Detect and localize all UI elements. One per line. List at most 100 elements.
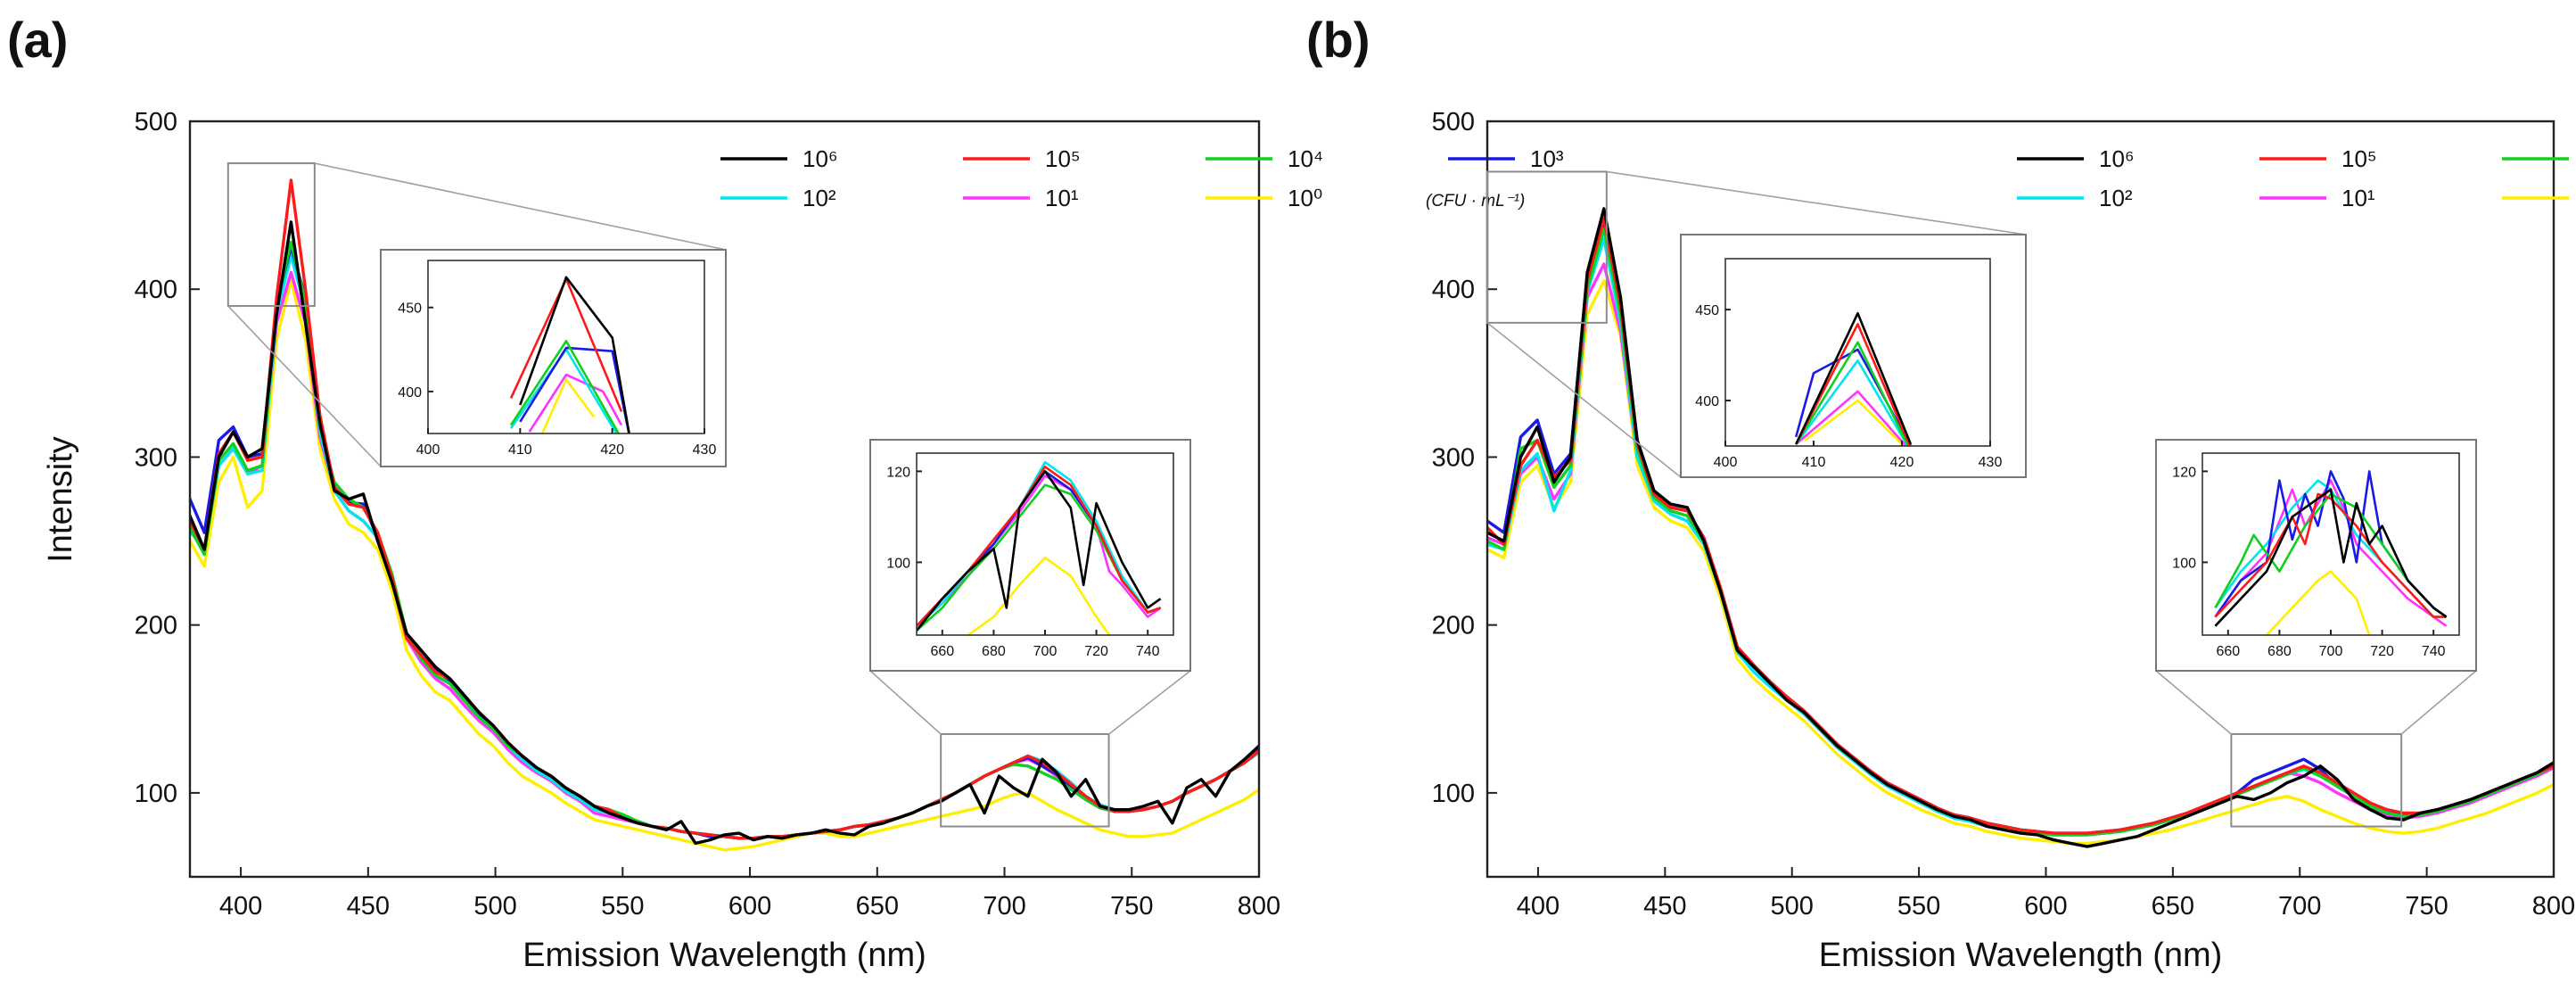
series-group [190, 178, 1259, 852]
legend-label: 10³ [1530, 145, 1564, 172]
zoom-region-box [1486, 170, 1608, 324]
x-tick-label: 450 [347, 892, 390, 921]
inset-x-tick-label: 410 [508, 442, 532, 458]
inset-x-tick-label: 430 [1979, 455, 2003, 470]
x-tick-label: 400 [1517, 892, 1560, 921]
x-tick-label: 800 [1238, 892, 1280, 921]
y-tick-label: 300 [1432, 443, 1475, 472]
inset-x-tick-label: 660 [930, 644, 954, 659]
zoom-region-box [940, 733, 1110, 828]
legend-unit: (CFU · mL⁻¹) [1426, 192, 1525, 211]
x-tick-label: 450 [1643, 892, 1686, 921]
inset-x-tick-label: 740 [1136, 644, 1160, 659]
inset-series-line [509, 340, 621, 434]
inset-series-group [917, 460, 1162, 635]
inset-axes [1724, 258, 1991, 447]
zoom-region-box [226, 162, 316, 308]
zoom-connector [869, 670, 942, 735]
x-tick-label: 400 [219, 892, 262, 921]
panel-label: (a) [7, 12, 68, 68]
inset-x-tick-label: 680 [982, 644, 1006, 659]
inset-series-line [2214, 488, 2448, 627]
inset-frame [1680, 234, 2027, 478]
inset-series-line [2214, 492, 2447, 618]
inset-frame [380, 249, 727, 467]
legend-label: 10⁰ [1288, 185, 1322, 211]
inset-series-line [528, 373, 623, 433]
inset-axes [427, 260, 705, 434]
inset-x-tick-label: 700 [1033, 644, 1058, 659]
panel-label: (b) [1306, 12, 1370, 68]
legend-label: 10¹ [2341, 185, 2375, 211]
inset-x-tick-label: 400 [1714, 455, 1738, 470]
x-axis-label: Emission Wavelength (nm) [523, 937, 926, 974]
x-tick-label: 750 [2405, 892, 2448, 921]
zoom-connector [1108, 670, 1191, 735]
x-tick-label: 550 [1897, 892, 1940, 921]
y-tick-label: 100 [1432, 780, 1475, 808]
legend-label: 10² [2099, 185, 2133, 211]
inset-frame [869, 439, 1191, 672]
inset-x-tick-label: 420 [600, 442, 624, 458]
x-tick-label: 600 [728, 892, 771, 921]
legend-label: 10⁴ [1288, 145, 1323, 172]
inset-series-group [509, 276, 630, 434]
inset-x-tick-label: 700 [2319, 644, 2343, 659]
inset-x-tick-label: 400 [416, 442, 440, 458]
inset-y-tick-label: 100 [886, 556, 910, 571]
chart-panel-1: (b) 400 450 500 550 600 650 700 750 800 100 200 300 4… [1306, 12, 2575, 974]
inset-series-line [2214, 479, 2448, 627]
inset-series-line [1804, 399, 1903, 445]
inset-frame [2155, 439, 2477, 672]
y-tick-label: 400 [135, 276, 177, 304]
y-tick-label: 300 [135, 443, 177, 472]
x-tick-label: 700 [2278, 892, 2321, 921]
inset-y-tick-label: 450 [398, 301, 422, 317]
series-group [1487, 207, 2554, 848]
inset-series-line [519, 346, 630, 434]
inset-0: 400 410 420 430 400 450 [1486, 170, 2027, 478]
y-tick-label: 500 [135, 108, 177, 136]
x-tick-label: 500 [473, 892, 516, 921]
inset-y-tick-label: 450 [1695, 303, 1719, 318]
inset-y-tick-label: 100 [2172, 556, 2196, 571]
y-tick-label: 200 [135, 612, 177, 640]
series-line [1487, 217, 2554, 835]
inset-1: 660 680 700 720 740 100 120 [2155, 439, 2477, 828]
inset-series-line [1795, 311, 1913, 445]
series-line [1487, 227, 2554, 837]
inset-y-tick-label: 120 [2172, 465, 2196, 480]
y-tick-label: 200 [1432, 612, 1475, 640]
x-tick-label: 750 [1110, 892, 1153, 921]
inset-y-tick-label: 400 [398, 385, 422, 401]
x-axis-label: Emission Wavelength (nm) [1819, 937, 2223, 974]
zoom-region-box [2230, 733, 2403, 828]
inset-1: 660 680 700 720 740 100 120 [869, 439, 1191, 828]
inset-series-line [967, 557, 1111, 635]
legend-label: 10² [802, 185, 836, 211]
y-tick-label: 500 [1432, 108, 1475, 136]
inset-series-line [917, 470, 1162, 632]
x-tick-label: 650 [2152, 892, 2194, 921]
y-tick-label: 100 [135, 780, 177, 808]
zoom-connector [2400, 670, 2477, 735]
inset-series-line [519, 276, 630, 434]
inset-series-group [2214, 470, 2448, 635]
inset-x-tick-label: 430 [693, 442, 717, 458]
y-axis-label: Intensity [42, 436, 79, 563]
inset-0: 400 410 420 430 400 450 [226, 162, 727, 467]
legend-label: 10⁵ [1045, 145, 1081, 172]
series-line [190, 279, 1259, 852]
inset-series-line [2266, 570, 2371, 635]
inset-x-tick-label: 410 [1802, 455, 1826, 470]
inset-series-line [1795, 359, 1909, 446]
zoom-connector [1486, 322, 1682, 478]
legend-label: 10⁶ [2099, 145, 2135, 172]
inset-x-tick-label: 720 [2370, 644, 2394, 659]
plot-frame [1486, 120, 2555, 879]
series-line [190, 220, 1259, 846]
inset-x-tick-label: 680 [2267, 644, 2292, 659]
